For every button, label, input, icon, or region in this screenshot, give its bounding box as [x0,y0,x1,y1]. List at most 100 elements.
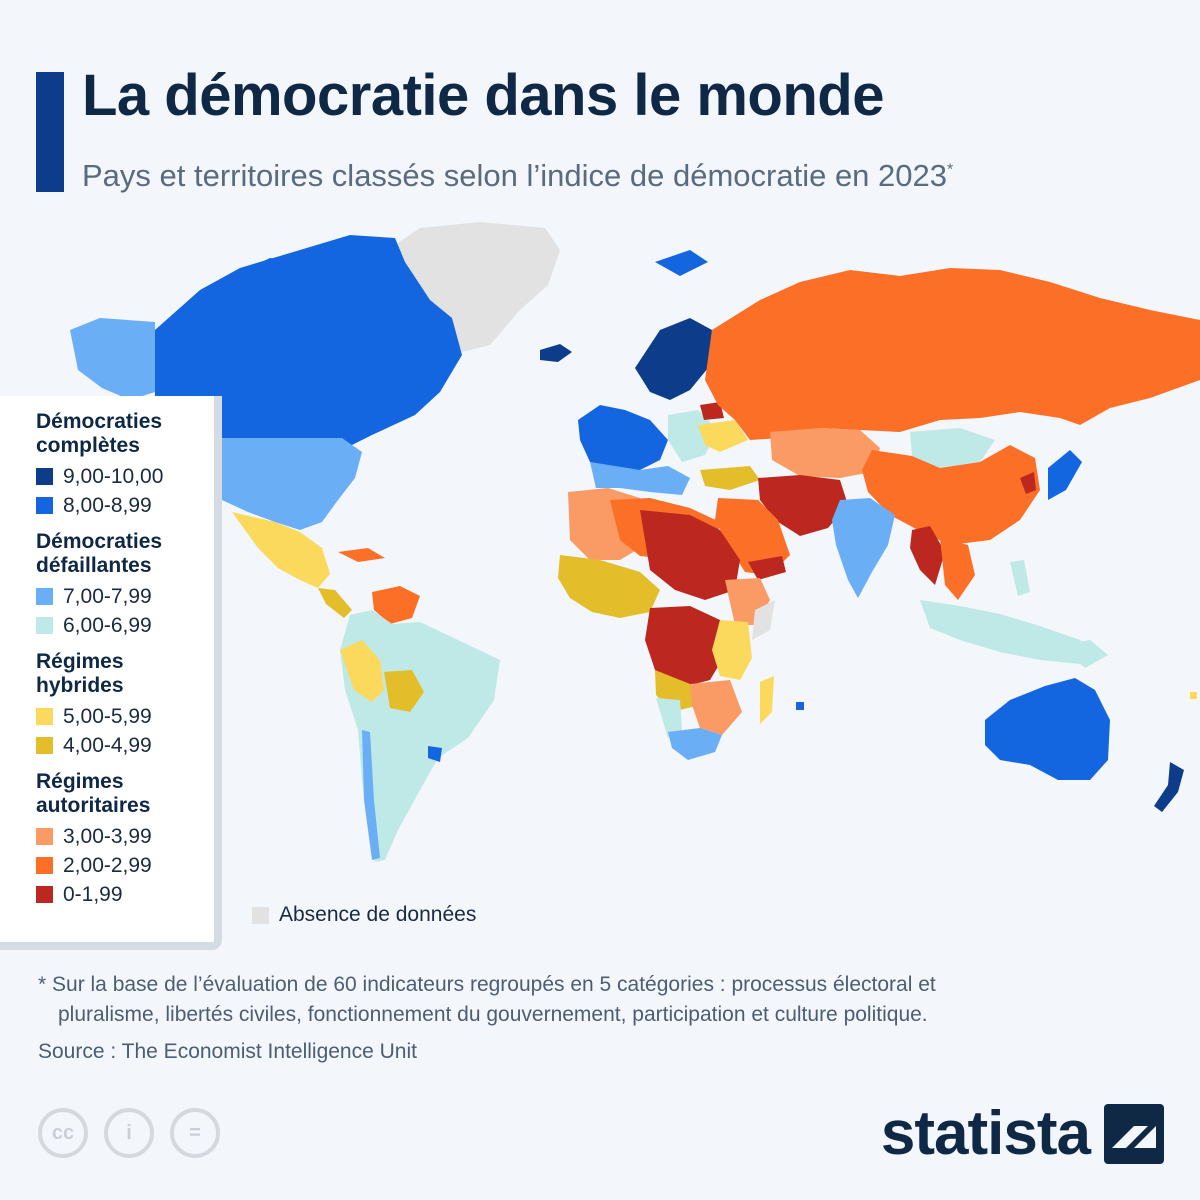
region-chile [362,730,380,860]
legend-swatch [36,468,53,485]
legend-label: 5,00-5,99 [63,704,152,728]
source-note: Source : The Economist Intelligence Unit [38,1040,417,1063]
region-japan [1048,450,1082,500]
region-mexico [232,512,330,588]
legend-group-full-democracies: Démocraties complètes 9,00-10,00 8,00-8,9… [36,410,214,520]
statista-mark-icon [1104,1103,1164,1164]
region-western-europe [578,405,668,470]
legend-label: 2,00-2,99 [63,853,152,877]
region-southern-africa [690,680,742,735]
page-subtitle: Pays et territoires classés selon l’indi… [82,158,953,194]
region-canada-islands [235,238,708,285]
cc-icon[interactable]: cc [38,1108,88,1158]
region-new-zealand [1154,762,1184,812]
legend-group-hybrid-regimes: Régimes hybrides 5,00-5,99 4,00-4,99 [36,650,214,760]
region-yemen [748,556,786,580]
region-greenland [378,222,560,352]
region-central-asia [770,428,880,478]
region-eastern-europe [668,410,718,462]
region-south-africa [668,728,722,760]
legend-label: 6,00-6,99 [63,613,152,637]
legend-swatch [36,708,53,725]
legend-group-title: Démocraties défaillantes [36,530,163,577]
region-east-africa [712,620,752,680]
legend-no-data-label: Absence de données [279,903,477,926]
region-peru [340,640,384,702]
subtitle-text: Pays et territoires classés selon l’indi… [82,158,948,193]
page-title: La démocratie dans le monde [82,63,884,128]
legend-no-data: Absence de données [252,903,476,927]
region-alaska [70,318,155,400]
footnote: * Sur la base de l’évaluation de 60 indi… [38,970,1178,1030]
region-somalia [752,600,775,640]
legend-item: 8,00-8,99 [36,491,214,520]
footnote-line-1: * Sur la base de l’évaluation de 60 indi… [38,973,936,996]
legend-swatch [36,737,53,754]
attribution-icon[interactable]: i [104,1108,154,1158]
region-russia [705,268,1200,440]
region-bolivia [384,670,424,712]
legend-label: 3,00-3,99 [63,824,152,848]
region-scandinavia [635,318,712,400]
legend-item: 5,00-5,99 [36,702,214,731]
no-derivatives-icon[interactable]: = [170,1108,220,1158]
region-central-america [318,588,352,618]
legend-group-authoritarian-regimes: Régimes autoritaires 3,00-3,99 2,00-2,99 … [36,770,214,909]
region-venezuela [372,586,420,624]
legend-item: 6,00-6,99 [36,611,214,640]
region-philippines [1010,560,1030,596]
legend-item: 9,00-10,00 [36,462,214,491]
legend-label: 0-1,99 [63,882,123,906]
region-iran-afghanistan [758,475,848,536]
legend-item: 4,00-4,99 [36,731,214,760]
region-small-island [796,702,804,710]
legend-item: 3,00-3,99 [36,822,214,851]
region-papua [1060,640,1108,668]
legend-swatch [36,617,53,634]
region-iceland [540,344,572,362]
footnote-line-2: pluralisme, libertés civiles, fonctionne… [58,1003,928,1026]
region-india [832,498,895,598]
statista-logo[interactable]: statista [881,1098,1164,1169]
legend-group-flawed-democracies: Démocraties défaillantes 7,00-7,99 6,00-6… [36,530,214,640]
region-cuba [338,548,385,562]
legend-group-title: Régimes hybrides [36,650,124,697]
region-southern-europe [590,462,690,495]
region-canada [155,235,462,450]
legend-group-title: Démocraties complètes [36,410,163,457]
title-accent-bar [36,72,64,192]
region-australia [985,678,1110,780]
license-icons: cc i = [38,1108,220,1158]
region-mongolia [910,428,995,468]
legend-swatch [36,588,53,605]
region-malaysia-indonesia [920,600,1100,664]
region-north-korea [1020,472,1036,494]
region-central-africa [645,606,728,688]
region-myanmar [910,526,945,585]
legend: Démocraties complètes 9,00-10,00 8,00-8,9… [0,396,222,950]
region-china [862,445,1040,545]
subtitle-footnote-mark: * [947,161,954,179]
legend-swatch [36,497,53,514]
legend-label: 8,00-8,99 [63,493,152,517]
region-belarus [700,402,724,420]
region-namibia [656,698,682,738]
region-arabia [715,498,790,575]
legend-swatch [36,857,53,874]
legend-swatch-no-data [252,906,269,924]
legend-item: 7,00-7,99 [36,582,214,611]
legend-swatch [36,886,53,903]
region-madagascar [760,676,774,724]
legend-swatch [36,828,53,845]
region-ukraine [698,420,748,452]
region-west-africa [558,555,660,618]
region-small-island-2 [1190,692,1197,699]
legend-item: 0-1,99 [36,880,214,909]
region-indochina [940,538,975,600]
legend-label: 9,00-10,00 [63,464,164,488]
region-turkey [700,466,760,490]
legend-label: 4,00-4,99 [63,733,152,757]
legend-group-title: Régimes autoritaires [36,770,151,817]
brand-wordmark: statista [880,1099,1091,1168]
region-uruguay [428,746,442,762]
